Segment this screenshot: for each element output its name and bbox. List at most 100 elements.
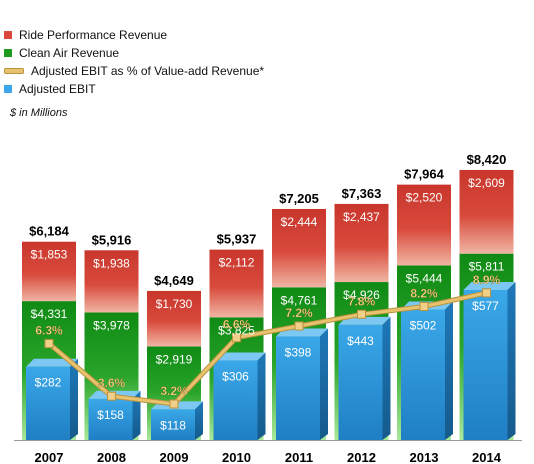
bar-adjusted-ebit-top-2012	[338, 316, 391, 325]
clean-air-label-2014: $5,811	[469, 260, 505, 274]
total-label-2011: $7,205	[279, 191, 319, 206]
ride-performance-label-2008: $1,938	[93, 256, 130, 270]
clean-air-label-2009: $2,919	[156, 352, 193, 366]
clean-air-label-2012: $4,926	[343, 288, 380, 302]
ebit-percent-marker-2011	[294, 321, 304, 331]
bar-adjusted-ebit-top-2007	[26, 358, 78, 367]
bar-adjusted-ebit-2007	[26, 366, 70, 440]
units-note: $ in Millions	[10, 107, 68, 119]
total-label-2008: $5,916	[92, 232, 132, 247]
bar-adjusted-ebit-top-2010	[213, 352, 266, 361]
bar-adjusted-ebit-side-2008	[132, 390, 141, 440]
clean-air-label-2013: $5,444	[406, 271, 443, 285]
ride-performance-label-2013: $2,520	[406, 191, 443, 205]
legend-item-ride-performance: Ride Performance Revenue	[4, 26, 264, 44]
total-label-2012: $7,363	[342, 186, 382, 201]
x-tick-label-2008: 2008	[97, 450, 126, 464]
bar-adjusted-ebit-2013	[401, 309, 445, 440]
bar-adjusted-ebit-2009	[151, 409, 195, 440]
ride-performance-label-2009: $1,730	[156, 297, 193, 311]
ebit-percent-label-2010: 6.6%	[223, 318, 251, 332]
adjusted-ebit-label-2014: $577	[472, 299, 499, 313]
ebit-percent-marker-2010	[232, 333, 241, 343]
legend-label-ebit-percent: Adjusted EBIT as % of Value-add Revenue*	[31, 64, 265, 78]
adjusted-ebit-label-2009: $118	[160, 418, 186, 432]
clean-air-label-2007: $4,331	[31, 307, 68, 321]
ebit-percent-label-2009: 3.2%	[160, 384, 188, 398]
x-tick-label-2012: 2012	[347, 450, 376, 464]
adjusted-ebit-label-2012: $443	[347, 334, 374, 348]
ride-performance-label-2010: $2,112	[219, 256, 255, 270]
bar-ride-performance-2012	[334, 203, 389, 283]
x-tick-label-2014: 2014	[472, 450, 502, 464]
legend-swatch-adjusted-ebit	[4, 85, 12, 93]
clean-air-label-2011: $4,761	[281, 293, 318, 307]
legend-label-clean-air: Clean Air Revenue	[19, 46, 120, 60]
adjusted-ebit-label-2007: $282	[35, 376, 62, 390]
x-tick-label-2010: 2010	[222, 450, 251, 464]
bar-adjusted-ebit-2008	[88, 398, 133, 440]
total-label-2010: $5,937	[217, 232, 257, 247]
legend-item-clean-air: Clean Air Revenue	[4, 44, 264, 62]
bar-ride-performance-2014	[459, 170, 514, 254]
legend-label-ride-performance: Ride Performance Revenue	[19, 28, 168, 42]
adjusted-ebit-label-2008: $158	[97, 408, 124, 422]
bar-adjusted-ebit-side-2007	[70, 358, 78, 440]
adjusted-ebit-label-2011: $398	[285, 346, 312, 360]
legend-swatch-ebit-percent	[4, 68, 24, 74]
ebit-percent-marker-2012	[357, 309, 366, 319]
adjusted-ebit-label-2013: $502	[410, 318, 437, 332]
legend-item-ebit-percent: Adjusted EBIT as % of Value-add Revenue*	[4, 62, 264, 80]
x-tick-label-2011: 2011	[285, 450, 313, 464]
x-tick-label-2013: 2013	[410, 450, 439, 464]
bar-adjusted-ebit-2010	[213, 360, 258, 440]
bar-adjusted-ebit-2014	[463, 290, 508, 440]
bar-adjusted-ebit-2012	[338, 324, 383, 440]
total-label-2014: $8,420	[467, 152, 507, 167]
x-tick-label-2007: 2007	[35, 450, 64, 464]
ebit-percent-marker-2014	[482, 288, 491, 298]
legend-swatch-clean-air	[4, 49, 12, 57]
ebit-percent-label-2008: 3.6%	[98, 376, 126, 390]
ebit-percent-marker-2007	[44, 339, 54, 349]
adjusted-ebit-label-2010: $306	[222, 369, 249, 383]
ride-performance-label-2011: $2,444	[281, 215, 318, 229]
ebit-percent-marker-2008	[107, 391, 116, 401]
labels-layer: $6,184 $1,853 $4,331 $282 $5,916 $1,938 $3,978…	[29, 152, 506, 432]
ride-performance-label-2007: $1,853	[31, 248, 68, 262]
total-label-2013: $7,964	[404, 167, 445, 182]
bar-adjusted-ebit-side-2013	[445, 301, 453, 440]
bar-adjusted-ebit-top-2014	[463, 282, 516, 290]
bar-ride-performance-2007	[22, 241, 76, 302]
bar-ride-performance-2009	[147, 290, 201, 347]
x-axis: 2007 2008 2009 2010 2011 2012 2013 2014	[14, 440, 522, 464]
ride-performance-label-2012: $2,437	[343, 210, 380, 224]
clean-air-label-2010: $3,825	[218, 323, 255, 337]
bar-ride-performance-2013	[397, 184, 451, 266]
bar-adjusted-ebit-side-2011	[320, 328, 328, 440]
ebit-percent-label-2013: 8.2%	[410, 287, 438, 301]
bar-ride-performance-2008	[84, 250, 139, 313]
bar-ride-performance-2010	[209, 249, 264, 318]
ebit-percent-marker-2009	[169, 399, 179, 409]
total-label-2007: $6,184	[29, 224, 70, 239]
ebit-percent-label-2014: 8.9%	[473, 273, 501, 287]
clean-air-label-2008: $3,978	[93, 318, 130, 332]
ebit-percent-line-layer	[44, 288, 491, 409]
total-label-2009: $4,649	[154, 273, 194, 288]
ebit-percent-label-2011: 7.2%	[285, 306, 313, 320]
ebit-percent-marker-2013	[419, 302, 429, 311]
ebit-percent-line	[48, 291, 487, 406]
bar-adjusted-ebit-side-2012	[382, 316, 391, 440]
legend-label-adjusted-ebit: Adjusted EBIT	[19, 82, 96, 96]
bars-layer	[22, 170, 516, 440]
ride-performance-label-2014: $2,609	[468, 176, 505, 190]
ebit-percent-label-2012: 7.8%	[348, 294, 376, 308]
x-tick-label-2009: 2009	[160, 450, 189, 464]
legend: Ride Performance Revenue Clean Air Reven…	[4, 26, 264, 119]
legend-item-adjusted-ebit: Adjusted EBIT	[4, 80, 264, 98]
bar-adjusted-ebit-top-2011	[276, 328, 328, 337]
ebit-percent-label-2007: 6.3%	[35, 324, 63, 338]
bar-adjusted-ebit-side-2010	[257, 352, 266, 440]
